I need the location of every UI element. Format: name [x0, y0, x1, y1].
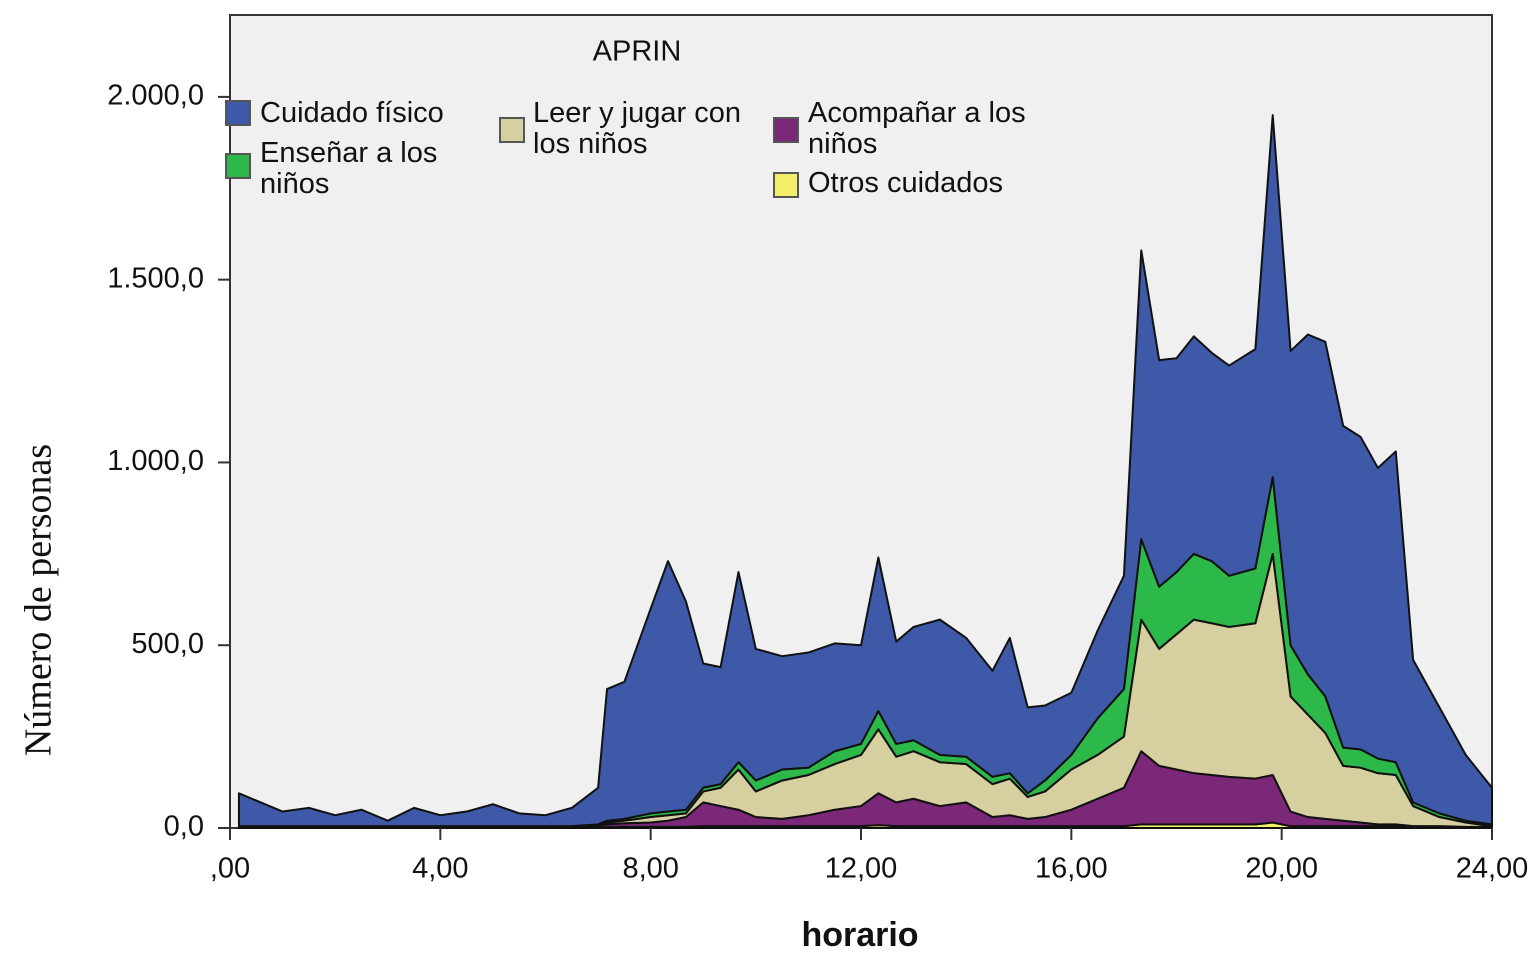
legend-label: Leer y jugar con los niños: [533, 97, 741, 160]
x-tick-label: 8,00: [622, 853, 678, 885]
chart-title: APRIN: [593, 36, 682, 68]
x-tick-label: 20,00: [1245, 853, 1318, 885]
legend-label: Cuidado físico: [260, 97, 444, 129]
x-tick-label: 4,00: [412, 853, 468, 885]
legend-swatch: [773, 117, 799, 143]
x-tick-label: 12,00: [825, 853, 898, 885]
y-tick-label: 1.500,0: [107, 262, 204, 294]
y-tick-label: 1.000,0: [107, 445, 204, 477]
legend-swatch: [225, 100, 251, 126]
legend-swatch: [773, 172, 799, 198]
legend-label: Otros cuidados: [808, 167, 1004, 199]
y-tick-label: 2.000,0: [107, 80, 204, 112]
legend-swatch: [225, 153, 251, 179]
legend-label: Acompañar a los niños: [808, 97, 1026, 160]
y-axis-label: Número de personas: [18, 444, 60, 756]
x-tick-label: 24,00: [1456, 853, 1529, 885]
x-tick-label: 16,00: [1035, 853, 1108, 885]
x-axis-label: horario: [801, 916, 918, 953]
legend-label: Enseñar a los niños: [260, 137, 438, 200]
y-tick-label: 500,0: [131, 628, 204, 660]
y-tick-label: 0,0: [164, 811, 204, 843]
legend-swatch: [499, 117, 525, 143]
x-tick-label: ,00: [210, 853, 250, 885]
area: [237, 114, 1493, 828]
